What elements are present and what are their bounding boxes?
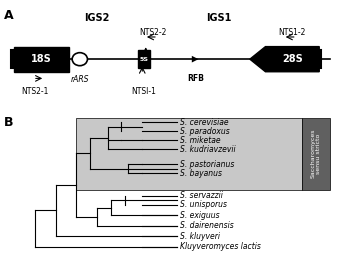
Text: IGS1: IGS1 xyxy=(206,13,231,23)
Polygon shape xyxy=(250,47,319,72)
Bar xyxy=(302,118,330,190)
Text: S. servazzii: S. servazzii xyxy=(180,191,223,200)
Text: S. pastorianus: S. pastorianus xyxy=(180,160,235,169)
Text: S. unisporus: S. unisporus xyxy=(180,200,227,209)
Text: S. cerevisiae: S. cerevisiae xyxy=(180,118,229,127)
Circle shape xyxy=(72,53,87,66)
Text: Saccharomyces
sensu stricto: Saccharomyces sensu stricto xyxy=(310,129,321,178)
Text: NTS1-2: NTS1-2 xyxy=(278,28,305,37)
Bar xyxy=(14,47,69,72)
Text: rARS: rARS xyxy=(70,75,89,84)
Text: NTSI-1: NTSI-1 xyxy=(132,87,156,96)
Text: RFB: RFB xyxy=(188,74,204,83)
Text: S. exiguus: S. exiguus xyxy=(180,210,220,220)
Bar xyxy=(76,118,302,190)
Text: IGS2: IGS2 xyxy=(84,13,110,23)
Text: 28S: 28S xyxy=(282,54,303,64)
Text: S. bayanus: S. bayanus xyxy=(180,169,222,178)
Text: 18S: 18S xyxy=(31,54,52,64)
Text: NTS2-1: NTS2-1 xyxy=(21,87,48,96)
Text: NTS2-2: NTS2-2 xyxy=(139,28,166,37)
Text: S. kudriavzevii: S. kudriavzevii xyxy=(180,145,236,154)
Text: S. paradoxus: S. paradoxus xyxy=(180,127,230,136)
Text: Kluyveromyces lactis: Kluyveromyces lactis xyxy=(180,242,261,251)
Text: 5S: 5S xyxy=(139,57,149,62)
Text: S. miketae: S. miketae xyxy=(180,135,221,145)
Bar xyxy=(138,50,150,68)
Text: S. dairenensis: S. dairenensis xyxy=(180,221,234,230)
Text: S. kluyveri: S. kluyveri xyxy=(180,231,220,241)
Text: A: A xyxy=(3,9,13,22)
Text: B: B xyxy=(3,116,13,129)
